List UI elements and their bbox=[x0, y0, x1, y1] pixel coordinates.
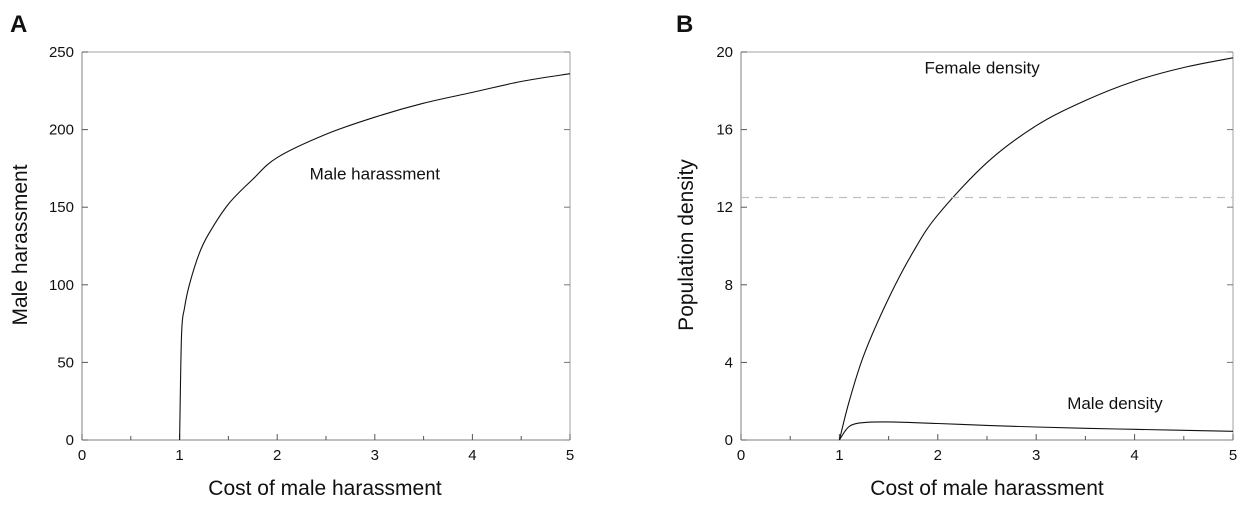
panel-b-annotation-female-density: Female density bbox=[924, 58, 1040, 77]
panel-a-y-tick-label: 0 bbox=[66, 432, 74, 449]
panel-b-x-tick-label: 2 bbox=[934, 447, 942, 464]
panel-b-y-tick-label: 12 bbox=[716, 199, 733, 216]
panel-a-x-axis-title: Cost of male harassment bbox=[208, 477, 442, 500]
panel-a-y-tick-label: 50 bbox=[57, 354, 74, 371]
panel-a-x-tick-label: 0 bbox=[78, 447, 86, 464]
panel-b-letter: B bbox=[676, 11, 693, 38]
panel-a-series bbox=[179, 73, 571, 441]
panel-a-x-tick-label: 1 bbox=[175, 447, 183, 464]
panel-b-series bbox=[741, 57, 1234, 441]
panel-b-y-tick-label: 16 bbox=[716, 122, 733, 139]
panel-b-y-tick-label: 4 bbox=[725, 354, 733, 371]
panel-a-y-tick-label: 200 bbox=[49, 122, 74, 139]
panel-b-series-male-density-line bbox=[838, 421, 1234, 441]
panel-a-axes bbox=[81, 51, 571, 441]
panel-b-axes bbox=[740, 51, 1234, 441]
panel-a-x-tick-label: 5 bbox=[566, 447, 574, 464]
panel-b-x-tick-label: 1 bbox=[835, 447, 843, 464]
panel-b-x-tick-label: 0 bbox=[737, 447, 745, 464]
panel-b-y-axis-title: Population density bbox=[675, 159, 698, 331]
panel-a-y-tick-label: 100 bbox=[49, 277, 74, 294]
panel-a-letter: A bbox=[10, 11, 27, 38]
panel-b-annotation-male-density: Male density bbox=[1067, 394, 1163, 413]
panel-b-x-tick-label: 5 bbox=[1229, 447, 1237, 464]
panel-b-y-tick-label: 20 bbox=[716, 44, 733, 61]
panel-b-y-tick-label: 8 bbox=[725, 277, 733, 294]
panel-a-y-tick-label: 150 bbox=[49, 199, 74, 216]
panel-a-x-tick-label: 2 bbox=[273, 447, 281, 464]
panel-a-x-tick-label: 3 bbox=[371, 447, 379, 464]
panel-a-series-male-harassment-line bbox=[179, 73, 571, 441]
panel-b-x-axis-title: Cost of male harassment bbox=[870, 477, 1104, 500]
panel-b-series-female-density-line bbox=[838, 57, 1234, 441]
panel-b-x-tick-label: 3 bbox=[1032, 447, 1040, 464]
panel-b-y-tick-label: 0 bbox=[725, 432, 733, 449]
panel-a-y-tick-label: 250 bbox=[49, 44, 74, 61]
panel-a-annotation-male-harassment: Male harassment bbox=[310, 164, 441, 183]
panel-a-y-axis-title: Male harassment bbox=[9, 164, 32, 325]
panel-a-x-tick-label: 4 bbox=[468, 447, 476, 464]
panel-b-x-tick-label: 4 bbox=[1130, 447, 1138, 464]
